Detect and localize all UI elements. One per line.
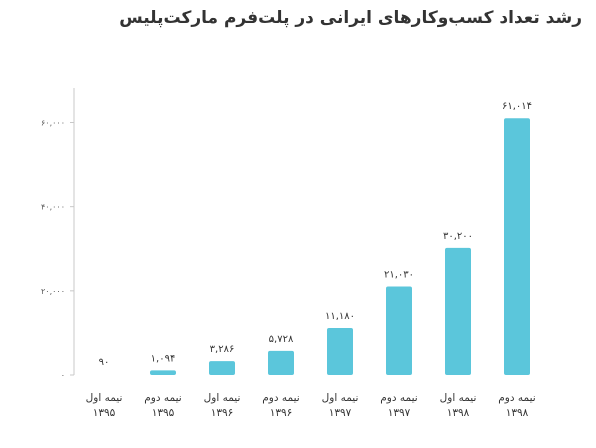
x-category-year: ۱۳۹۷ xyxy=(329,407,352,419)
x-category-year: ۱۳۹۵ xyxy=(93,407,116,419)
x-category-year: ۱۳۹۸ xyxy=(447,407,470,419)
y-tick-label: ۲۰,۰۰۰ xyxy=(41,287,65,296)
x-category-label: نیمه دوم xyxy=(144,392,181,404)
x-category-year: ۱۳۹۶ xyxy=(270,407,293,419)
bar xyxy=(327,327,353,375)
bar xyxy=(150,370,176,375)
bar-value-label: ۹۰ xyxy=(99,357,110,368)
x-category-label: نیمه دوم xyxy=(498,392,535,404)
bar xyxy=(268,350,294,375)
bar xyxy=(445,247,471,375)
bar-value-label: ۵,۷۲۸ xyxy=(269,334,294,345)
y-tick-label: ۰ xyxy=(61,371,65,380)
bar-value-label: ۱۱,۱۸۰ xyxy=(325,311,355,322)
bar xyxy=(209,361,235,375)
x-category-label: نیمه اول xyxy=(86,392,123,404)
x-category-label: نیمه دوم xyxy=(262,392,299,404)
y-tick-label: ۴۰,۰۰۰ xyxy=(41,203,65,212)
x-category-year: ۱۳۹۶ xyxy=(211,407,234,419)
chart-title: رشد تعداد کسب‌وکارهای ایرانی در پلت‌فرم … xyxy=(119,8,582,28)
x-category-year: ۱۳۹۵ xyxy=(152,407,175,419)
x-category-label: نیمه اول xyxy=(204,392,241,404)
y-tick-label: ۶۰,۰۰۰ xyxy=(41,119,65,128)
bar xyxy=(386,286,412,375)
bar-value-label: ۲۱,۰۳۰ xyxy=(384,269,414,280)
bar-value-label: ۶۱,۰۱۴ xyxy=(502,101,532,112)
bar-value-label: ۳۰,۲۰۰ xyxy=(443,231,473,242)
x-category-label: نیمه اول xyxy=(440,392,477,404)
bar-value-label: ۱,۰۹۴ xyxy=(151,353,176,364)
x-category-label: نیمه اول xyxy=(322,392,359,404)
bar-value-label: ۳,۲۸۶ xyxy=(210,344,235,355)
x-category-year: ۱۳۹۷ xyxy=(388,407,411,419)
x-category-label: نیمه دوم xyxy=(380,392,417,404)
bar xyxy=(504,118,530,375)
x-category-year: ۱۳۹۸ xyxy=(506,407,529,419)
